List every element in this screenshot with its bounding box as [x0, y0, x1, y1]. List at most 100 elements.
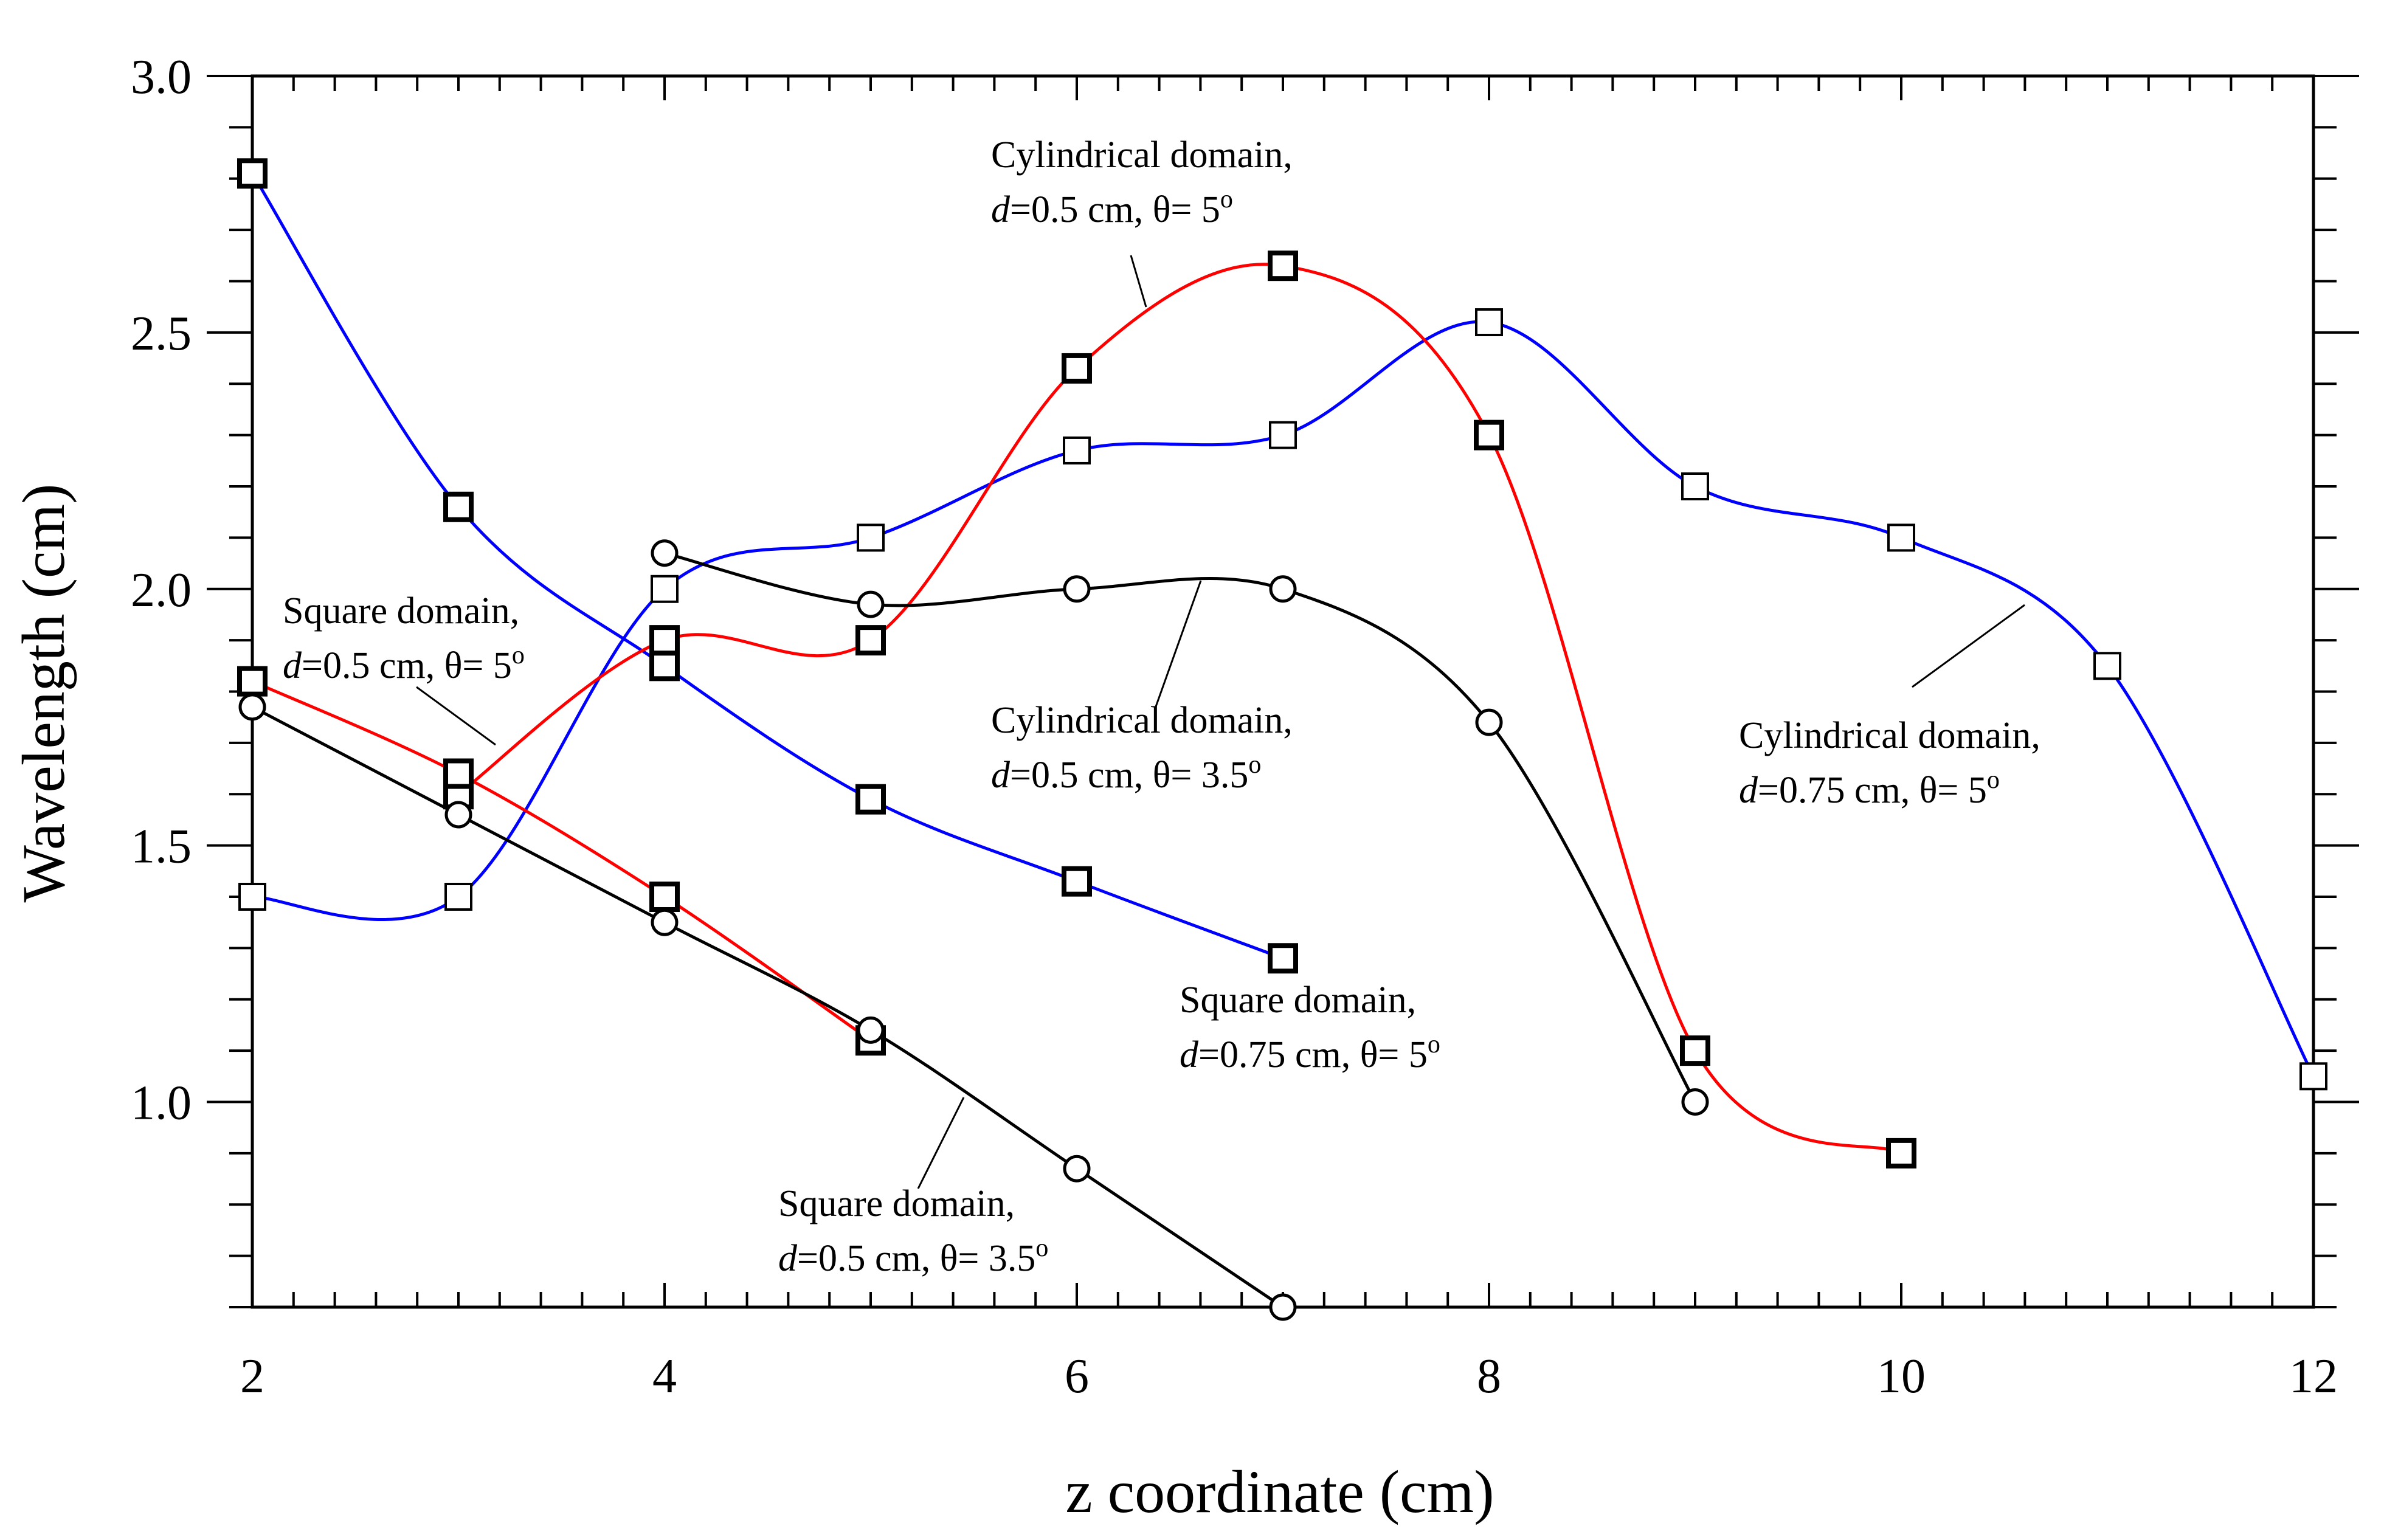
y-tick-label: 2.0	[131, 564, 192, 617]
data-point-marker	[237, 666, 268, 697]
y-tick-label: 3.0	[131, 50, 192, 104]
x-tick-label: 12	[2289, 1350, 2338, 1403]
x-tick-label: 2	[240, 1350, 264, 1403]
series-line	[457, 263, 1902, 1155]
annotation-cyl-05-35: Cylindrical domain, d=0.5 cm, θ= 3.5o	[991, 700, 1293, 796]
series-line	[251, 680, 872, 1042]
data-point-marker	[857, 523, 885, 552]
series-3	[237, 666, 886, 1056]
annotation-line2: d=0.75 cm, θ= 5o	[1739, 766, 2000, 811]
annotation-d-label: d	[778, 1238, 798, 1279]
x-tick-label: 6	[1065, 1350, 1089, 1403]
data-point-marker	[855, 625, 886, 656]
y-tick-label: 2.5	[131, 307, 192, 361]
data-point-marker	[857, 590, 885, 618]
x-tick-label: 8	[1477, 1350, 1501, 1403]
annotation-degree: o	[1248, 751, 1261, 779]
annotation-sq-05-5: Square domain, d=0.5 cm, θ= 5o	[283, 590, 525, 686]
data-point-marker	[1268, 250, 1298, 281]
series-2	[443, 250, 1916, 1169]
annotation-params: =0.75 cm, θ= 5	[1198, 1034, 1428, 1076]
data-point-marker	[237, 158, 268, 189]
y-tick-label: 1.5	[131, 820, 192, 874]
annotations: Cylindrical domain,d=0.5 cm, θ= 5oSquare…	[283, 134, 2040, 1279]
annotation-leader-line	[1130, 255, 1147, 308]
annotation-params: =0.75 cm, θ= 5	[1758, 770, 1987, 811]
data-point-marker	[857, 1016, 885, 1044]
data-point-marker	[443, 491, 474, 522]
data-point-marker	[1268, 943, 1298, 974]
data-point-marker	[444, 801, 472, 829]
annotation-line2: d=0.75 cm, θ= 5o	[1180, 1031, 1440, 1076]
data-point-marker	[1886, 1138, 1916, 1169]
data-point-marker	[1887, 523, 1915, 552]
data-point-marker	[238, 693, 266, 721]
annotation-d-label: d	[1180, 1034, 1199, 1076]
annotation-leader-line	[416, 686, 496, 746]
annotation-sq-075-5: Square domain, d=0.75 cm, θ= 5o	[1180, 979, 1440, 1076]
annotation-degree: o	[1035, 1234, 1048, 1262]
data-point-marker	[649, 625, 680, 656]
data-point-marker	[1475, 308, 1503, 336]
annotation-line1: Square domain,	[778, 1183, 1015, 1224]
annotation-sq-05-35: Square domain, d=0.5 cm, θ= 3.5o	[778, 1183, 1048, 1279]
annotation-params: =0.5 cm, θ= 5	[1010, 189, 1220, 230]
data-point-marker	[1475, 708, 1503, 736]
data-point-marker	[443, 758, 474, 789]
annotation-d-label: d	[991, 754, 1011, 796]
annotation-leader-line	[917, 1097, 965, 1189]
data-point-marker	[1269, 575, 1297, 603]
annotation-line1: Cylindrical domain,	[991, 134, 1293, 176]
annotation-cyl-05-5: Cylindrical domain, d=0.5 cm, θ= 5o	[991, 134, 1293, 230]
data-point-marker	[2093, 652, 2121, 680]
x-axis-title: z coordinate (cm)	[1065, 1458, 1494, 1525]
data-point-marker	[238, 883, 266, 911]
data-point-marker	[1062, 866, 1092, 897]
annotation-d-label: d	[283, 645, 302, 686]
x-tick-label: 10	[1877, 1350, 1926, 1403]
x-tick-label: 4	[652, 1350, 677, 1403]
annotation-d-label: d	[991, 189, 1011, 230]
annotation-line2: d=0.5 cm, θ= 5o	[991, 185, 1233, 230]
series-1	[238, 308, 2327, 1091]
annotation-leaders	[416, 255, 2025, 1189]
data-point-marker	[1063, 575, 1091, 603]
data-point-marker	[651, 539, 679, 567]
annotation-params: =0.5 cm, θ= 3.5	[797, 1238, 1035, 1279]
annotation-d-label: d	[1739, 770, 1758, 811]
data-point-marker	[1681, 472, 1709, 500]
data-point-marker	[1063, 436, 1091, 464]
series-5	[238, 693, 1297, 1321]
annotation-line1: Cylindrical domain,	[1739, 715, 2040, 756]
data-point-marker	[2299, 1062, 2327, 1091]
series-layer	[237, 158, 2327, 1321]
data-point-marker	[1063, 1155, 1091, 1183]
annotation-params: =0.5 cm, θ= 5	[302, 645, 512, 686]
data-point-marker	[1269, 421, 1297, 449]
data-point-marker	[1681, 1088, 1709, 1116]
data-point-marker	[1062, 353, 1092, 384]
data-point-marker	[649, 651, 680, 682]
data-point-marker	[1269, 1293, 1297, 1321]
annotation-line2: d=0.5 cm, θ= 3.5o	[991, 751, 1261, 796]
series-line	[252, 320, 2315, 1077]
series-line	[250, 172, 1284, 960]
annotation-leader-line	[1912, 604, 2025, 688]
annotation-line2: d=0.5 cm, θ= 3.5o	[778, 1234, 1048, 1279]
annotation-degree: o	[1987, 766, 2000, 794]
series-line	[251, 705, 1284, 1309]
annotation-cyl-075-5: Cylindrical domain, d=0.75 cm, θ= 5o	[1739, 715, 2040, 811]
data-point-marker	[444, 883, 472, 911]
annotation-line1: Square domain,	[283, 590, 519, 632]
data-point-marker	[651, 908, 679, 936]
series-0	[237, 158, 1298, 974]
data-point-marker	[651, 575, 679, 603]
annotation-degree: o	[512, 641, 525, 669]
data-point-marker	[1680, 1035, 1710, 1066]
annotation-degree: o	[1220, 185, 1233, 213]
annotation-line1: Cylindrical domain,	[991, 700, 1293, 741]
y-tick-label: 1.0	[131, 1077, 192, 1130]
data-point-marker	[649, 882, 680, 912]
annotation-line1: Square domain,	[1180, 979, 1416, 1021]
